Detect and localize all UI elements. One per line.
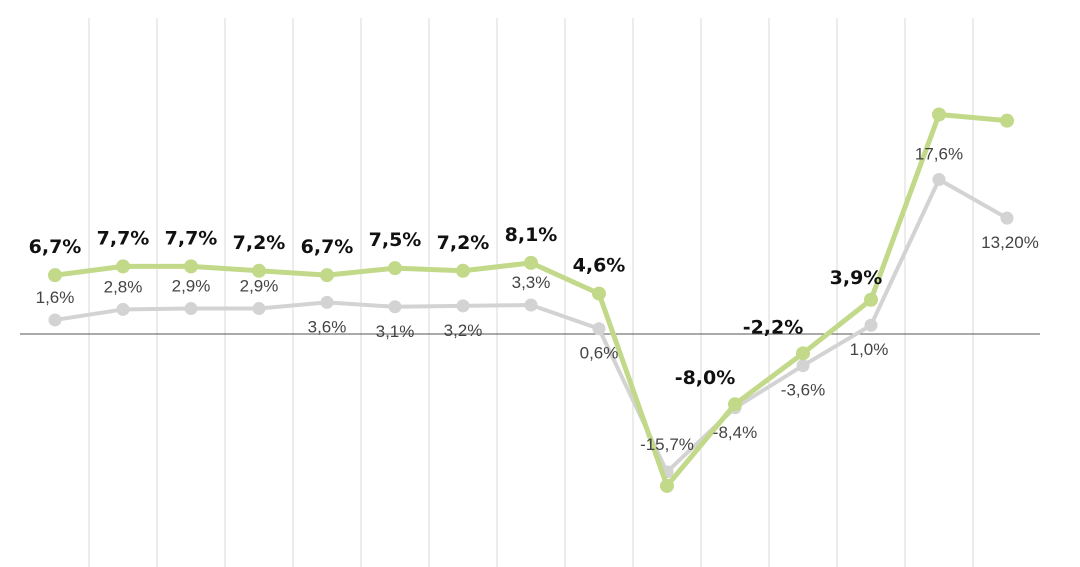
data-label-green: 7,5% bbox=[369, 229, 422, 251]
data-label-gray: 3,1% bbox=[376, 322, 415, 341]
series-green-point bbox=[252, 263, 266, 278]
data-label-gray: -8,4% bbox=[713, 423, 757, 442]
data-label-green: 7,2% bbox=[437, 232, 490, 254]
series-gray-point bbox=[116, 302, 130, 316]
data-label-green: 6,7% bbox=[301, 236, 354, 258]
vertical-gridlines bbox=[88, 18, 974, 567]
data-label-gray: 2,9% bbox=[172, 277, 211, 296]
data-label-gray: -3,6% bbox=[781, 381, 825, 400]
series-green-point bbox=[388, 261, 402, 276]
data-label-green: 7,7% bbox=[165, 227, 218, 249]
series-gray-point bbox=[48, 313, 62, 327]
data-label-gray: 3,6% bbox=[308, 317, 347, 336]
data-label-green: 7,2% bbox=[233, 232, 286, 254]
series-gray-point bbox=[456, 299, 470, 313]
series-gray-point bbox=[388, 300, 402, 314]
data-label-gray: 13,20% bbox=[981, 233, 1039, 252]
series-gray-point bbox=[932, 172, 946, 186]
series-green-point bbox=[932, 107, 946, 122]
series-green-point bbox=[48, 268, 62, 283]
series-gray bbox=[48, 172, 1014, 479]
series-gray-point bbox=[524, 298, 538, 312]
series-green-point bbox=[456, 263, 470, 278]
series-gray-point bbox=[1000, 211, 1014, 225]
series-green-point bbox=[660, 478, 674, 493]
series-green-point bbox=[1000, 113, 1014, 128]
series-gray-point bbox=[184, 302, 198, 316]
series-green-point bbox=[116, 259, 130, 274]
data-labels: 6,7% 7,7% 7,7% 7,2% 6,7% 7,5% 7,2% 8,1% 4,6% -8,0… bbox=[29, 144, 1039, 453]
series-green-point bbox=[864, 292, 878, 307]
series-gray-point bbox=[796, 359, 810, 373]
series-green-point bbox=[592, 286, 606, 301]
series-green-point bbox=[524, 255, 538, 270]
data-label-gray: 3,3% bbox=[512, 273, 551, 292]
data-label-green: -8,0% bbox=[675, 367, 736, 389]
data-label-green: 6,7% bbox=[29, 236, 82, 258]
series-green-point bbox=[320, 268, 334, 283]
series-gray-point bbox=[320, 295, 334, 309]
series-green-point bbox=[796, 346, 810, 361]
series-green-point bbox=[728, 397, 742, 412]
series-green bbox=[48, 107, 1014, 493]
data-label-gray: 3,2% bbox=[444, 321, 483, 340]
data-label-green: 7,7% bbox=[97, 227, 150, 249]
series-gray-point bbox=[864, 318, 878, 332]
series-gray-point bbox=[252, 302, 266, 316]
data-label-green: 3,9% bbox=[830, 267, 883, 289]
data-label-gray: 1,6% bbox=[36, 288, 75, 307]
data-label-green: 8,1% bbox=[505, 224, 558, 246]
data-label-gray: 2,9% bbox=[240, 277, 279, 296]
series-gray-point bbox=[592, 322, 606, 336]
data-label-gray: 2,8% bbox=[104, 277, 143, 296]
data-label-green: -2,2% bbox=[743, 316, 804, 338]
data-label-green: 4,6% bbox=[573, 255, 626, 277]
data-label-gray: 0,6% bbox=[580, 344, 619, 363]
data-label-gray: 17,6% bbox=[915, 144, 963, 163]
data-label-gray: -15,7% bbox=[640, 435, 694, 454]
series-green-point bbox=[184, 259, 198, 274]
data-label-gray: 1,0% bbox=[850, 340, 889, 359]
